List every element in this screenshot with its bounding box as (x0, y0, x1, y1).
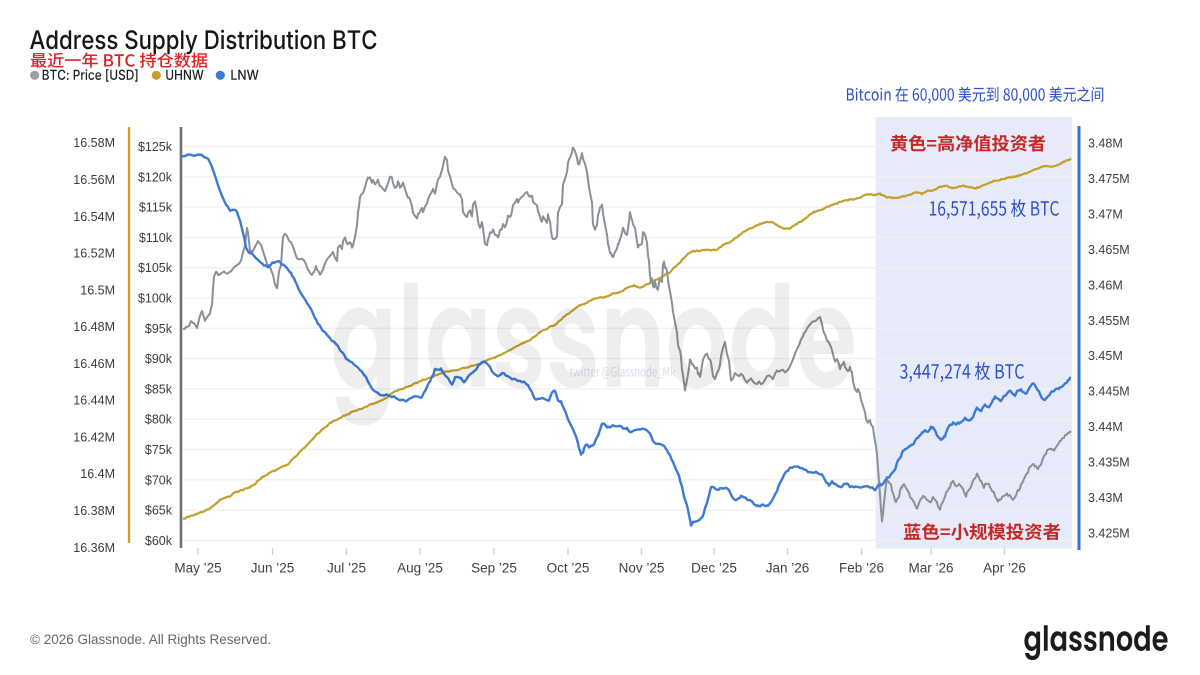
svg-text:3.465M: 3.465M (1088, 243, 1130, 257)
svg-text:3.44M: 3.44M (1088, 420, 1123, 434)
svg-text:$110k: $110k (139, 231, 173, 245)
svg-text:3.435M: 3.435M (1088, 456, 1130, 470)
svg-text:$65k: $65k (145, 504, 173, 518)
svg-text:16.54M: 16.54M (73, 210, 115, 224)
svg-text:16.42M: 16.42M (73, 430, 115, 444)
svg-text:Nov ’25: Nov ’25 (619, 561, 665, 576)
svg-text:Sep ’25: Sep ’25 (471, 561, 517, 576)
svg-text:$90k: $90k (145, 352, 173, 366)
svg-text:16.44M: 16.44M (73, 394, 115, 408)
svg-text:3.425M: 3.425M (1088, 527, 1130, 541)
svg-text:16.5M: 16.5M (80, 283, 115, 297)
svg-text:16.4M: 16.4M (80, 467, 115, 481)
svg-text:$95k: $95k (145, 322, 173, 336)
svg-text:Apr ’26: Apr ’26 (983, 561, 1026, 576)
svg-text:Jul ’25: Jul ’25 (327, 561, 366, 576)
svg-text:Aug ’25: Aug ’25 (397, 561, 443, 576)
svg-text:16.46M: 16.46M (73, 357, 115, 371)
svg-text:3.445M: 3.445M (1088, 385, 1130, 399)
svg-text:3.475M: 3.475M (1088, 172, 1130, 186)
svg-text:3.45M: 3.45M (1088, 349, 1123, 363)
svg-text:16.52M: 16.52M (73, 247, 115, 261)
svg-text:May ’25: May ’25 (174, 561, 221, 576)
svg-text:Oct ’25: Oct ’25 (547, 561, 590, 576)
svg-text:$125k: $125k (138, 140, 173, 154)
svg-text:3.46M: 3.46M (1088, 278, 1123, 292)
svg-text:$100k: $100k (138, 292, 173, 306)
svg-text:16.38M: 16.38M (73, 504, 115, 518)
svg-text:3.455M: 3.455M (1088, 314, 1130, 328)
svg-text:16.56M: 16.56M (73, 173, 115, 187)
svg-text:$70k: $70k (145, 473, 173, 487)
svg-text:$120k: $120k (138, 170, 173, 184)
svg-text:$80k: $80k (145, 413, 173, 427)
svg-text:Jun ’25: Jun ’25 (251, 561, 295, 576)
svg-text:16.36M: 16.36M (73, 541, 115, 555)
svg-text:$85k: $85k (145, 382, 173, 396)
svg-text:3.43M: 3.43M (1088, 491, 1123, 505)
svg-text:16.48M: 16.48M (73, 320, 115, 334)
svg-text:3.47M: 3.47M (1088, 207, 1123, 221)
svg-text:$60k: $60k (145, 534, 173, 548)
svg-text:16.58M: 16.58M (73, 136, 115, 150)
svg-text:3.48M: 3.48M (1088, 137, 1123, 151)
svg-text:Jan ’26: Jan ’26 (766, 561, 810, 576)
svg-text:Feb ’26: Feb ’26 (839, 561, 884, 576)
svg-text:$105k: $105k (138, 261, 173, 275)
svg-text:Mar ’26: Mar ’26 (908, 561, 953, 576)
svg-text:Dec ’25: Dec ’25 (691, 561, 737, 576)
svg-text:$75k: $75k (145, 443, 173, 457)
svg-text:$115k: $115k (139, 201, 173, 215)
